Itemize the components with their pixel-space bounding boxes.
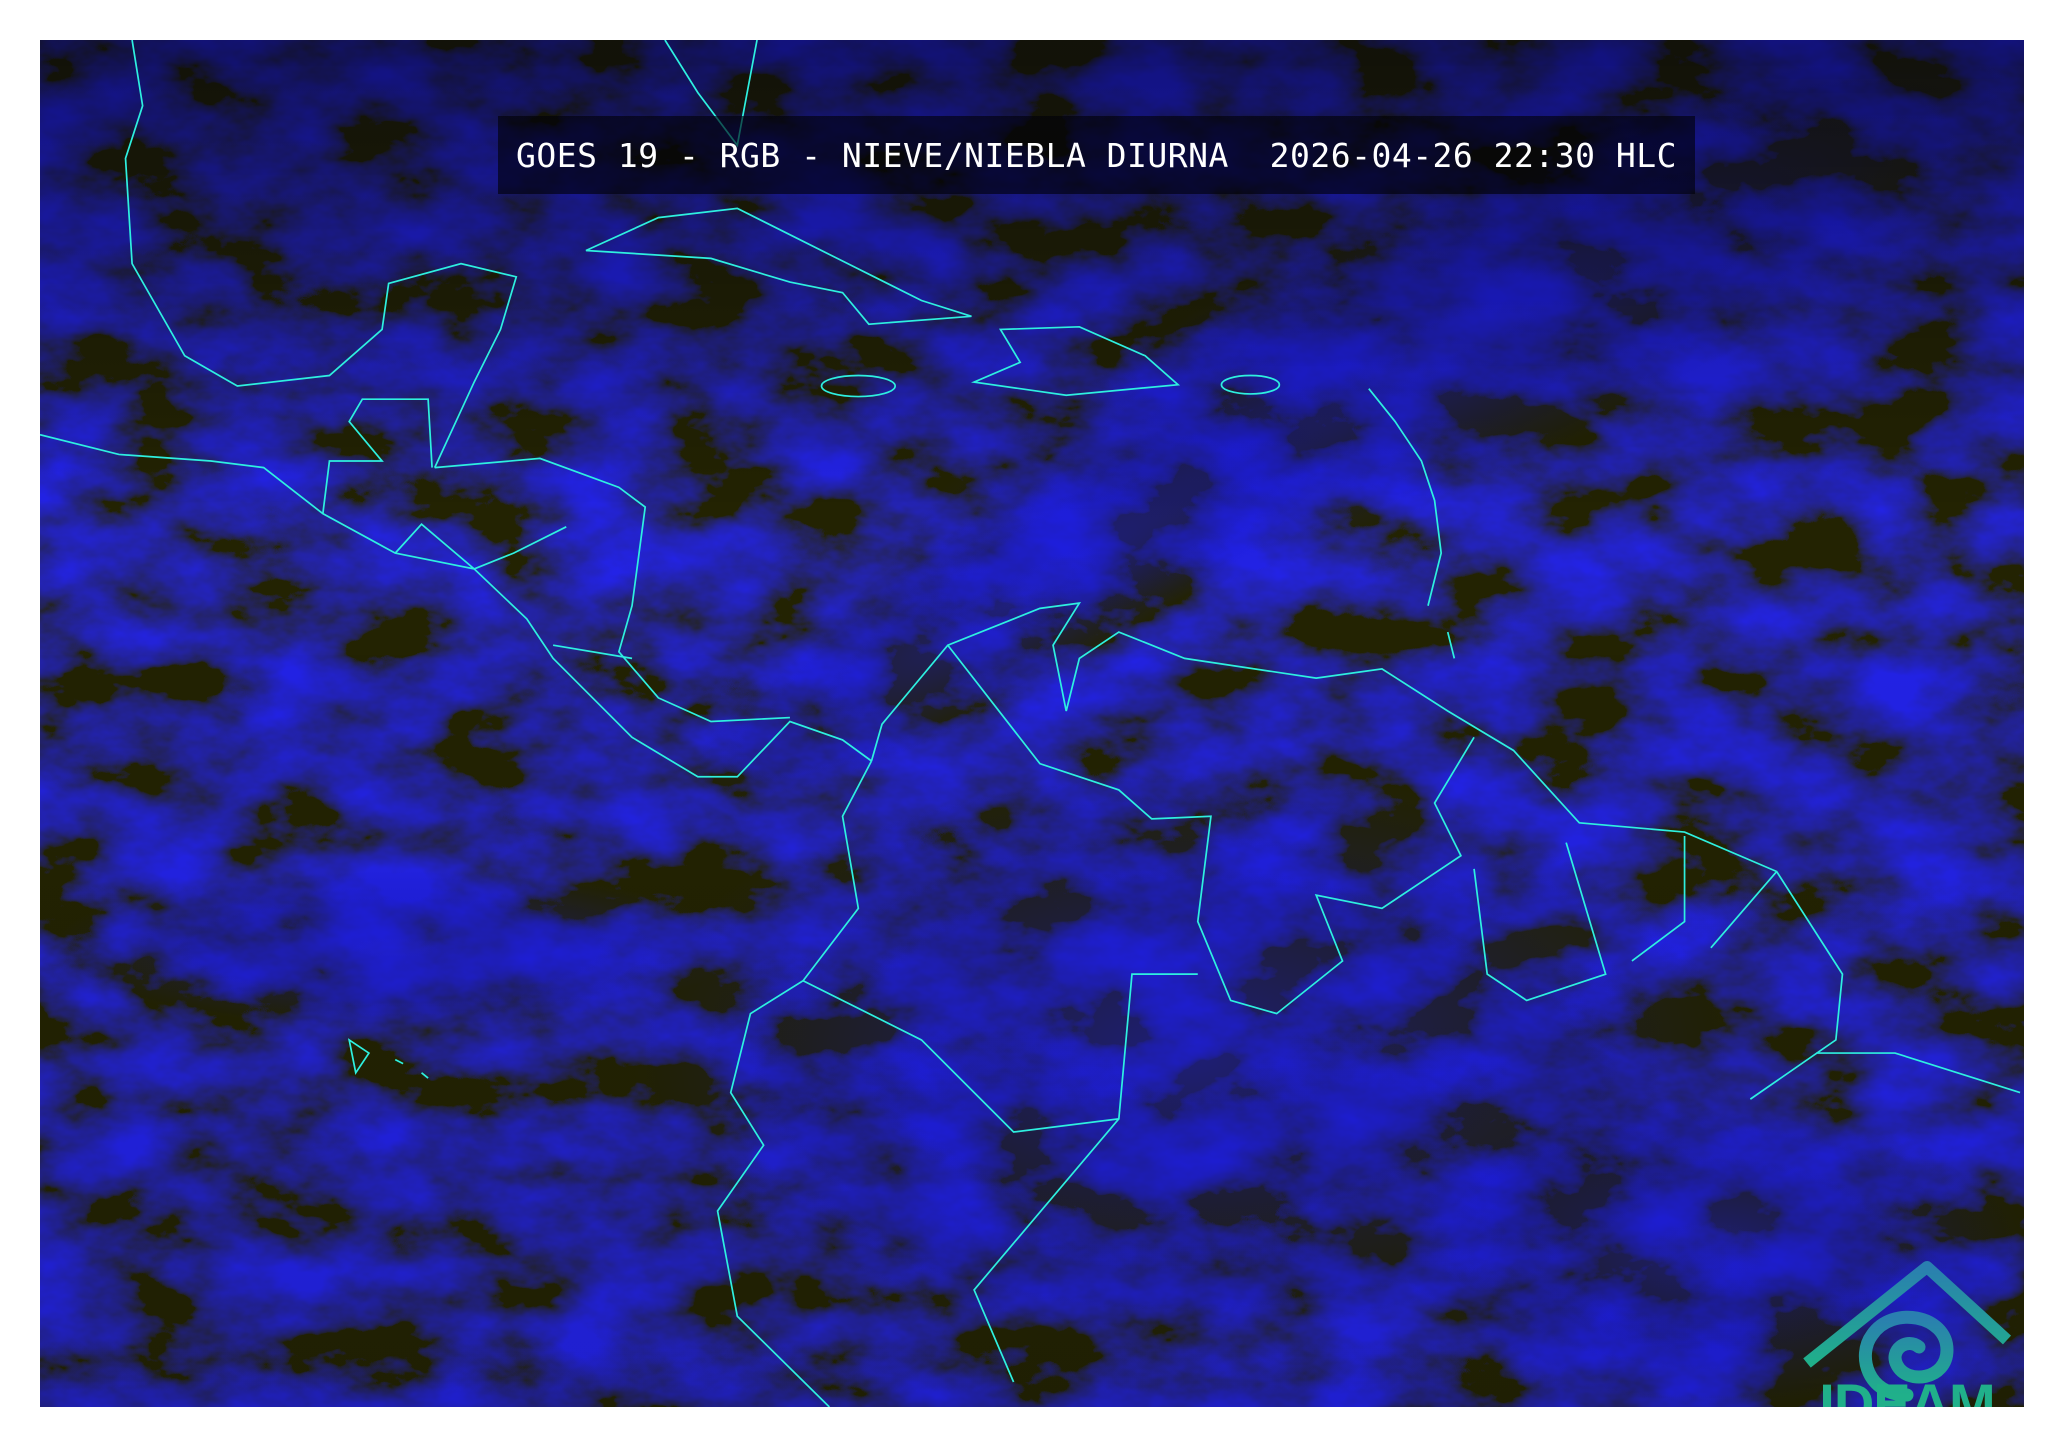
title-banner: GOES 19 - RGB - NIEVE/NIEBLA DIURNA 2026… — [498, 116, 1695, 194]
jamaica — [820, 374, 897, 398]
pacific-islands — [347, 1038, 429, 1079]
florida-gulf-coast — [124, 40, 518, 468]
puerto-rico — [1220, 374, 1281, 395]
coastlines-and-borders — [40, 40, 2021, 1407]
satellite-image — [40, 40, 2024, 1407]
lesser-antilles — [1368, 388, 1456, 659]
colombia-pacific-coast — [716, 760, 873, 1407]
central-america-borders — [322, 398, 633, 660]
south-america-north-coast — [870, 602, 2021, 1100]
ideam-logo: IDEAM — [1797, 1220, 2017, 1407]
cuba — [585, 207, 972, 326]
south-america-borders — [802, 644, 1778, 1383]
mexico-pacific-coast — [40, 433, 872, 778]
central-america-caribbean-coast — [434, 457, 790, 723]
map-title: GOES 19 - RGB - NIEVE/NIEBLA DIURNA 2026… — [516, 135, 1677, 175]
satellite-map: GOES 19 - RGB - NIEVE/NIEBLA DIURNA 2026… — [40, 40, 2024, 1407]
ideam-roof-spiral-icon — [1803, 1261, 2012, 1402]
ideam-logo-text: IDEAM — [1819, 1372, 1995, 1407]
hispaniola — [970, 325, 1181, 397]
